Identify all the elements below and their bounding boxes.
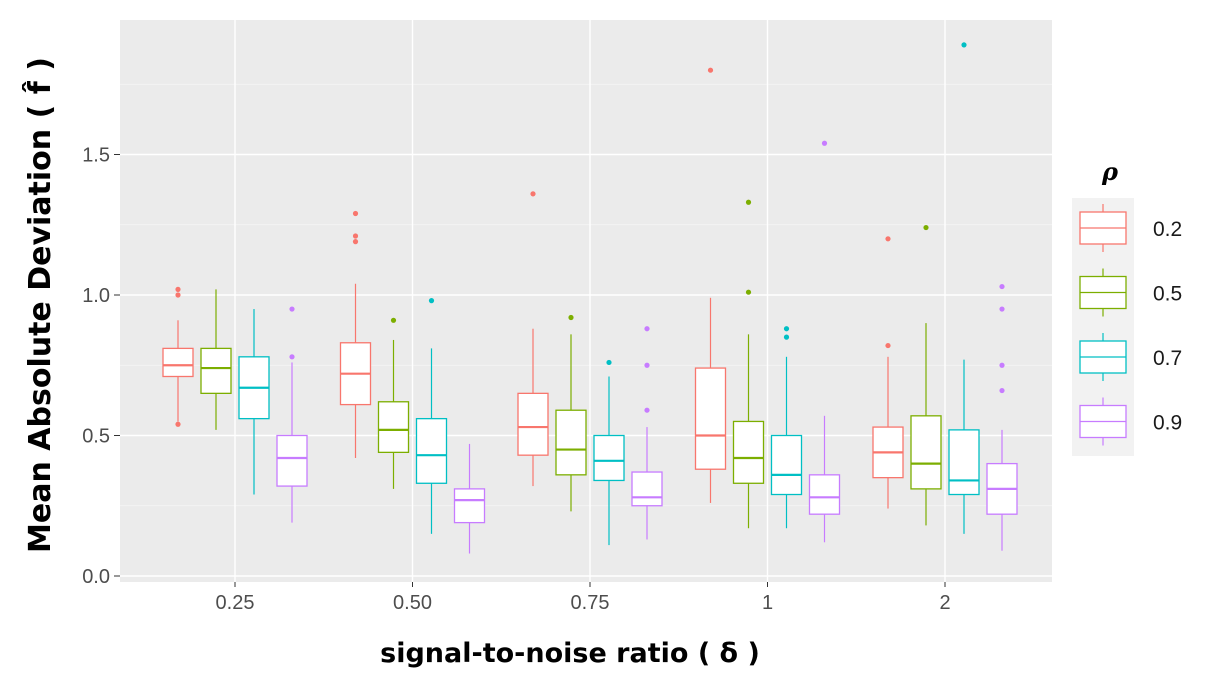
boxplot-0.2-1 (694, 67, 727, 503)
outlier-point (885, 342, 891, 349)
outlier-point (999, 283, 1005, 290)
x-tick-label: 0.50 (393, 592, 432, 614)
legend-label: 0.5 (1153, 283, 1182, 306)
boxplot-0.9-0.25 (276, 306, 308, 523)
outlier-point (606, 359, 612, 366)
legend-key-0.2 (1079, 204, 1127, 252)
boxplot-0.5-0.50 (377, 317, 410, 489)
outlier-point (644, 362, 650, 368)
y-axis: 0.0 0.5 1.0 1.5 (82, 145, 120, 588)
legend: ρ 0.2 0.5 0.7 0.9 (1072, 157, 1182, 456)
boxplot-0.2-0.75 (517, 191, 549, 487)
y-tick-label: 0.5 (82, 426, 110, 448)
box (415, 417, 448, 484)
outlier-point (352, 239, 359, 245)
boxplots (162, 42, 1018, 554)
boxplot-0.2-0.25 (162, 286, 194, 427)
outlier-point (175, 286, 181, 292)
box (948, 429, 980, 496)
x-axis-title: signal-to-noise ratio ( δ ) (380, 638, 760, 669)
outlier-point (568, 314, 574, 321)
y-tick-label: 1.0 (82, 285, 110, 307)
boxplot-0.5-0.25 (200, 289, 232, 430)
box (162, 347, 194, 378)
outlier-point (745, 289, 752, 295)
box (910, 415, 942, 490)
y-axis-title: Mean Absolute Deviation ( f̂ ) (23, 57, 58, 553)
outlier-point (390, 317, 397, 323)
boxplot-0.5-1 (732, 199, 765, 529)
legend-key-0.7 (1079, 333, 1127, 381)
outlier-point (289, 354, 295, 360)
boxplot-0.9-1 (808, 140, 841, 543)
outlier-point (999, 362, 1005, 368)
outlier-point (428, 298, 435, 304)
x-tick-label: 1 (762, 592, 773, 614)
legend-label: 0.9 (1153, 412, 1182, 435)
box (631, 471, 663, 507)
boxplot-0.7-0.25 (238, 309, 270, 495)
box (593, 434, 625, 482)
outlier-point (352, 210, 359, 217)
boxplot-0.9-2 (986, 283, 1018, 551)
outlier-point (999, 306, 1005, 312)
boxplot-0.7-2 (948, 42, 980, 534)
box (732, 420, 765, 484)
outlier-point (644, 326, 650, 332)
boxplot-0.7-1 (770, 326, 803, 529)
box (694, 367, 727, 470)
y-tick-label: 1.5 (82, 145, 110, 167)
legend-key-0.9 (1079, 397, 1127, 446)
outlier-point (885, 236, 891, 242)
outlier-point (821, 140, 828, 146)
outlier-point (961, 42, 967, 48)
boxplot-0.5-0.75 (555, 314, 587, 512)
box (377, 401, 410, 454)
outlier-point (783, 326, 790, 332)
legend-title: ρ (1101, 157, 1119, 186)
boxplot-0.7-0.50 (415, 298, 448, 534)
x-axis: 0.25 0.50 0.75 1 2 (216, 582, 951, 614)
x-tick-label: 2 (939, 592, 950, 614)
boxplot-0.2-2 (872, 236, 904, 509)
outlier-point (644, 407, 650, 413)
outlier-point (999, 387, 1005, 394)
outlier-point (289, 306, 295, 312)
box (808, 474, 841, 515)
plot-panel (120, 20, 1052, 582)
x-tick-label: 0.25 (216, 592, 255, 614)
boxplot-0.7-0.75 (593, 359, 625, 546)
outlier-point (530, 191, 536, 197)
outlier-point (352, 233, 359, 239)
outlier-point (175, 292, 181, 298)
outlier-point (923, 224, 929, 231)
boxplot-0.2-0.50 (339, 210, 372, 458)
boxplot-0.9-0.50 (453, 443, 486, 554)
legend-key-0.5 (1079, 268, 1127, 317)
box (453, 488, 486, 524)
x-tick-label: 0.75 (571, 592, 610, 614)
legend-label: 0.2 (1153, 218, 1182, 241)
box (770, 434, 803, 496)
outlier-point (745, 199, 752, 205)
outlier-point (783, 334, 790, 340)
boxplot-0.5-2 (910, 224, 942, 526)
y-tick-label: 0.0 (82, 566, 110, 588)
legend-label: 0.7 (1153, 347, 1182, 370)
boxplot-0.9-0.75 (631, 326, 663, 540)
box (517, 392, 549, 456)
box (555, 409, 587, 476)
outlier-point (707, 67, 714, 73)
box (200, 347, 232, 395)
outlier-point (175, 421, 181, 427)
box (276, 434, 308, 487)
